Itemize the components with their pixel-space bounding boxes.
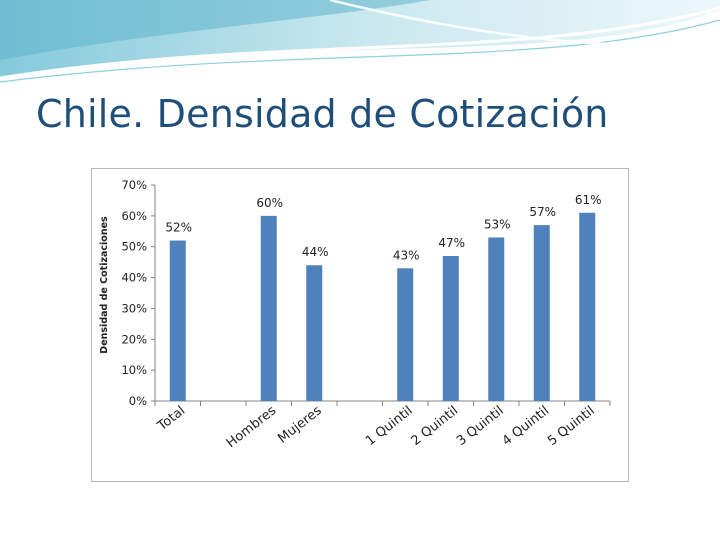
- data-label-2: 60%: [256, 196, 283, 210]
- header-swoosh-decoration: [0, 0, 720, 83]
- bar-2: [260, 215, 277, 401]
- bar-0: [169, 240, 186, 401]
- x-tick-label-9: 5 Quintil: [545, 403, 598, 449]
- x-tick-label-3: Mujeres: [275, 403, 325, 446]
- x-tick-label-6: 2 Quintil: [409, 403, 462, 449]
- data-label-9: 61%: [575, 193, 602, 207]
- y-tick-label: 10%: [121, 363, 147, 377]
- y-tick-label: 30%: [121, 301, 147, 315]
- x-tick-label-2: Hombres: [224, 403, 279, 451]
- x-tick-label-7: 3 Quintil: [454, 403, 507, 449]
- y-tick-label: 70%: [121, 178, 147, 192]
- data-label-7: 53%: [484, 217, 511, 231]
- y-tick-label: 60%: [121, 209, 147, 223]
- data-label-3: 44%: [302, 245, 329, 259]
- x-tick-label-0: Total: [154, 403, 188, 434]
- bar-9: [579, 212, 596, 401]
- bar-7: [488, 237, 505, 401]
- y-tick-label: 50%: [121, 240, 147, 254]
- bar-3: [306, 265, 323, 401]
- data-label-8: 57%: [529, 205, 556, 219]
- bar-6: [442, 255, 459, 401]
- y-tick-label: 0%: [129, 394, 147, 408]
- y-tick-label: 40%: [121, 271, 147, 285]
- data-label-6: 47%: [438, 236, 465, 250]
- bar-chart: Densidad de Cotizaciones 0% 10% 20% 30% 40% 50…: [99, 178, 611, 451]
- y-tick-label: 20%: [121, 332, 147, 346]
- y-axis-title: Densidad de Cotizaciones: [99, 216, 110, 354]
- data-label-5: 43%: [393, 248, 420, 262]
- x-tick-label-5: 1 Quintil: [363, 403, 416, 449]
- data-label-0: 52%: [165, 221, 192, 235]
- bar-5: [397, 268, 414, 401]
- slide-title: Chile. Densidad de Cotización: [36, 92, 609, 136]
- bar-8: [533, 225, 550, 401]
- x-tick-label-8: 4 Quintil: [500, 403, 553, 449]
